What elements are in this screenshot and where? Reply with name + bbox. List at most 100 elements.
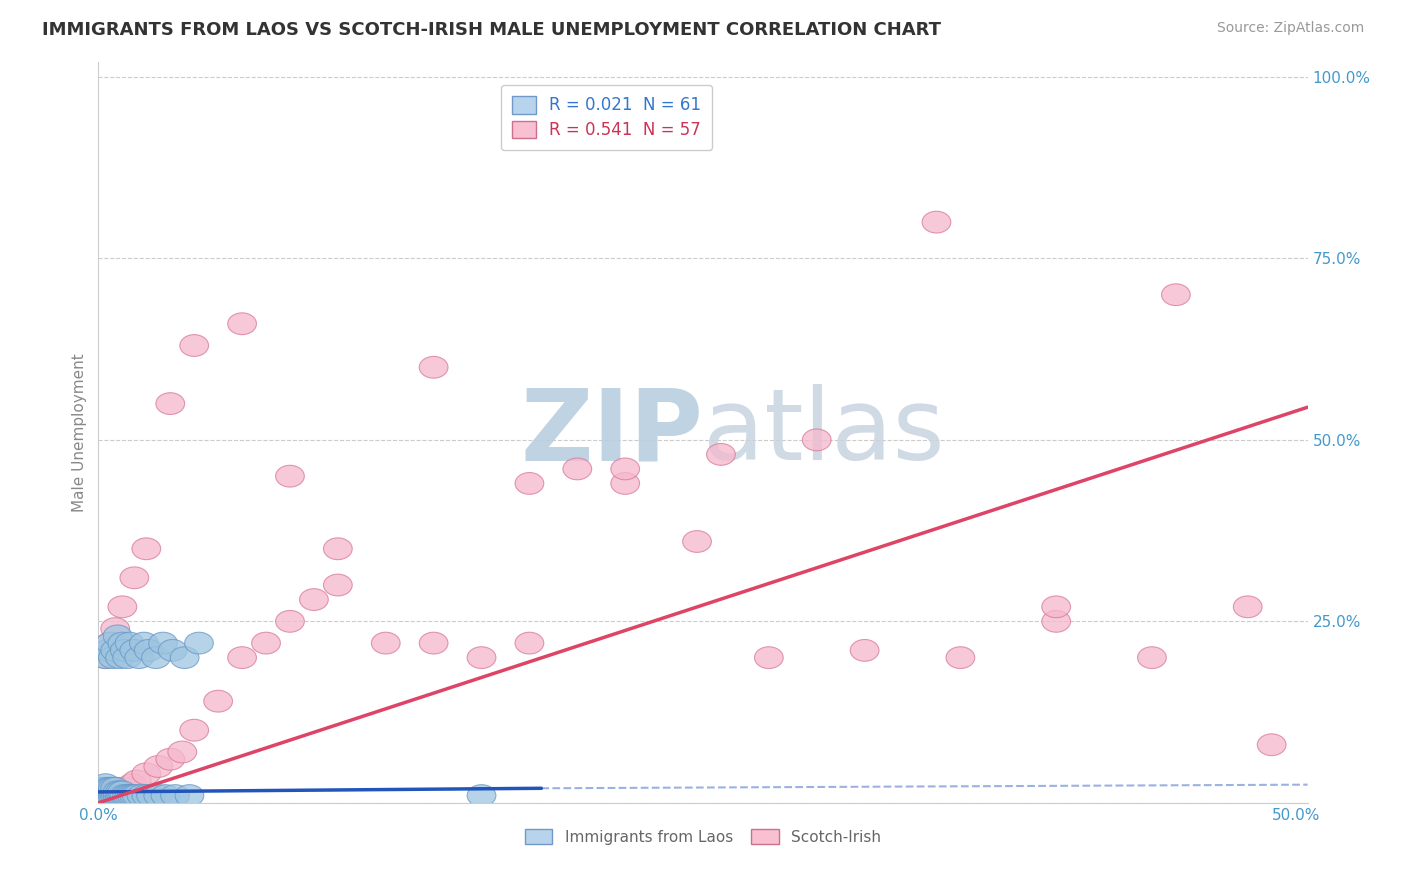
Ellipse shape <box>108 632 136 654</box>
Ellipse shape <box>108 781 136 803</box>
Ellipse shape <box>132 763 160 785</box>
Ellipse shape <box>371 632 401 654</box>
Ellipse shape <box>118 773 146 796</box>
Ellipse shape <box>467 785 496 806</box>
Ellipse shape <box>132 785 160 806</box>
Ellipse shape <box>101 778 129 799</box>
Ellipse shape <box>101 640 129 661</box>
Ellipse shape <box>755 647 783 668</box>
Ellipse shape <box>89 785 118 806</box>
Y-axis label: Male Unemployment: Male Unemployment <box>72 353 87 512</box>
Ellipse shape <box>91 647 120 668</box>
Ellipse shape <box>323 574 353 596</box>
Ellipse shape <box>115 785 143 806</box>
Ellipse shape <box>96 778 125 799</box>
Ellipse shape <box>118 785 146 806</box>
Ellipse shape <box>111 785 139 806</box>
Ellipse shape <box>515 632 544 654</box>
Ellipse shape <box>89 785 118 806</box>
Ellipse shape <box>120 640 149 661</box>
Ellipse shape <box>112 647 142 668</box>
Ellipse shape <box>98 647 127 668</box>
Ellipse shape <box>103 785 132 806</box>
Ellipse shape <box>683 531 711 552</box>
Ellipse shape <box>96 778 125 799</box>
Ellipse shape <box>96 632 125 654</box>
Ellipse shape <box>101 618 129 640</box>
Ellipse shape <box>98 781 127 803</box>
Ellipse shape <box>467 647 496 668</box>
Ellipse shape <box>105 785 135 806</box>
Ellipse shape <box>150 785 180 806</box>
Ellipse shape <box>108 781 136 803</box>
Ellipse shape <box>419 357 449 378</box>
Ellipse shape <box>204 690 232 712</box>
Ellipse shape <box>167 741 197 763</box>
Ellipse shape <box>1161 284 1191 306</box>
Ellipse shape <box>180 719 208 741</box>
Ellipse shape <box>160 785 190 806</box>
Ellipse shape <box>101 785 129 806</box>
Ellipse shape <box>94 785 122 806</box>
Ellipse shape <box>103 625 132 647</box>
Ellipse shape <box>276 610 304 632</box>
Ellipse shape <box>156 748 184 770</box>
Ellipse shape <box>86 778 115 799</box>
Ellipse shape <box>91 773 120 796</box>
Ellipse shape <box>91 781 120 803</box>
Ellipse shape <box>105 785 135 806</box>
Ellipse shape <box>180 334 208 357</box>
Ellipse shape <box>108 596 136 617</box>
Ellipse shape <box>94 781 122 803</box>
Ellipse shape <box>120 785 149 806</box>
Ellipse shape <box>132 538 160 559</box>
Ellipse shape <box>122 785 150 806</box>
Ellipse shape <box>143 756 173 778</box>
Ellipse shape <box>1257 734 1286 756</box>
Ellipse shape <box>94 778 122 799</box>
Ellipse shape <box>103 781 132 803</box>
Ellipse shape <box>1042 596 1070 617</box>
Text: Source: ZipAtlas.com: Source: ZipAtlas.com <box>1216 21 1364 35</box>
Ellipse shape <box>170 647 200 668</box>
Ellipse shape <box>184 632 214 654</box>
Ellipse shape <box>105 781 135 803</box>
Ellipse shape <box>419 632 449 654</box>
Ellipse shape <box>174 785 204 806</box>
Ellipse shape <box>323 538 353 559</box>
Ellipse shape <box>96 632 125 654</box>
Ellipse shape <box>120 567 149 589</box>
Ellipse shape <box>94 640 122 661</box>
Ellipse shape <box>91 785 120 806</box>
Ellipse shape <box>142 647 170 668</box>
Ellipse shape <box>94 785 122 806</box>
Ellipse shape <box>610 458 640 480</box>
Ellipse shape <box>89 781 118 803</box>
Ellipse shape <box>89 778 118 799</box>
Legend: Immigrants from Laos, Scotch-Irish: Immigrants from Laos, Scotch-Irish <box>519 822 887 851</box>
Ellipse shape <box>707 443 735 466</box>
Ellipse shape <box>98 785 127 806</box>
Ellipse shape <box>135 640 163 661</box>
Ellipse shape <box>127 785 156 806</box>
Ellipse shape <box>276 466 304 487</box>
Text: IMMIGRANTS FROM LAOS VS SCOTCH-IRISH MALE UNEMPLOYMENT CORRELATION CHART: IMMIGRANTS FROM LAOS VS SCOTCH-IRISH MAL… <box>42 21 941 38</box>
Ellipse shape <box>159 640 187 661</box>
Ellipse shape <box>112 778 142 799</box>
Ellipse shape <box>91 781 120 803</box>
Ellipse shape <box>101 781 129 803</box>
Ellipse shape <box>129 632 159 654</box>
Ellipse shape <box>228 647 256 668</box>
Ellipse shape <box>143 785 173 806</box>
Ellipse shape <box>922 211 950 233</box>
Text: ZIP: ZIP <box>520 384 703 481</box>
Ellipse shape <box>125 647 153 668</box>
Ellipse shape <box>851 640 879 661</box>
Ellipse shape <box>803 429 831 450</box>
Text: atlas: atlas <box>703 384 945 481</box>
Ellipse shape <box>122 770 150 792</box>
Ellipse shape <box>1137 647 1167 668</box>
Ellipse shape <box>108 785 136 806</box>
Ellipse shape <box>1233 596 1263 617</box>
Ellipse shape <box>105 647 135 668</box>
